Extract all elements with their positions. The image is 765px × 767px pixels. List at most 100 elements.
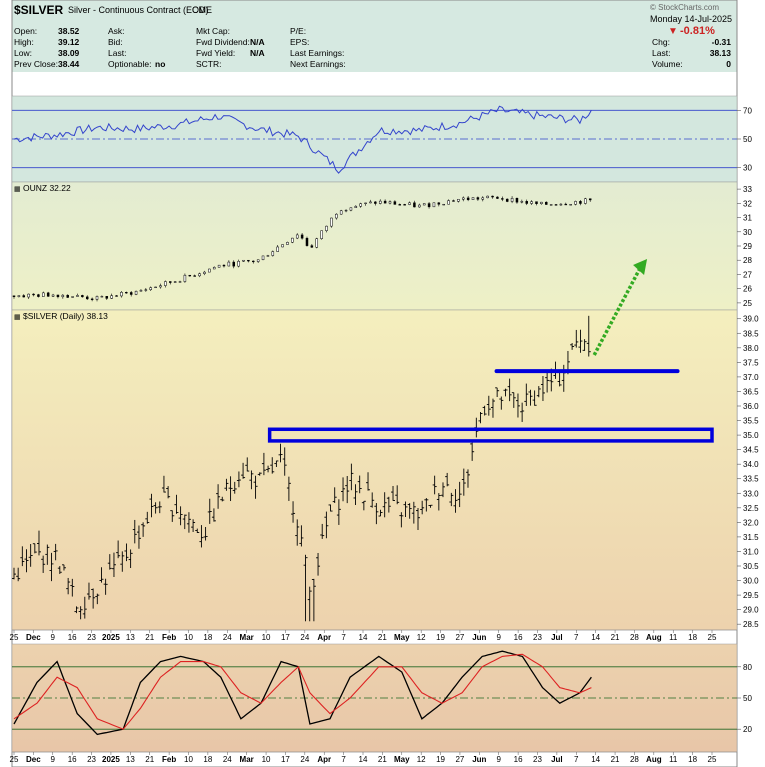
stat-label: Last: xyxy=(108,48,126,58)
ounz-candle xyxy=(22,295,26,298)
ounz-candle xyxy=(476,197,480,200)
stat-value: N/A xyxy=(250,48,265,58)
x-tick-label: 24 xyxy=(223,633,232,642)
x-tick-label: 23 xyxy=(87,755,96,764)
x-tick-label: 25 xyxy=(708,755,717,764)
ounz-candle xyxy=(51,294,55,297)
ounz-candle xyxy=(125,292,128,294)
ounz-candle xyxy=(574,201,577,205)
ounz-candle xyxy=(305,237,309,246)
ounz-candle xyxy=(208,268,211,273)
y-tick-label: 39.0 xyxy=(743,315,759,324)
ounz-candle xyxy=(154,286,157,289)
stat-value: -0.31 xyxy=(712,37,732,47)
ounz-chart: ▦ OUNZ 32.22 33 32 31 30 29 28 27 26 25 xyxy=(12,183,752,308)
stat-value: 38.13 xyxy=(710,48,732,58)
x-tick-label: 21 xyxy=(378,755,387,764)
ounz-candle xyxy=(46,292,50,297)
ounz-candle xyxy=(422,203,426,206)
ounz-candle xyxy=(530,201,533,204)
ounz-candle xyxy=(554,204,558,206)
x-tick-label: 7 xyxy=(341,755,346,764)
ounz-candle xyxy=(76,295,79,297)
ounz-candle xyxy=(242,259,245,262)
y-tick-label: 30 xyxy=(743,228,752,237)
y-tick-label: 80 xyxy=(743,663,752,672)
ounz-candle xyxy=(159,285,162,288)
x-tick-label: 9 xyxy=(51,755,56,764)
ounz-candle xyxy=(515,197,519,203)
ounz-candle xyxy=(139,290,143,292)
ounz-candle xyxy=(100,296,104,298)
x-tick-label: Dec xyxy=(26,755,41,764)
x-tick-label: 16 xyxy=(514,755,523,764)
rsi-line xyxy=(13,105,592,174)
y-tick-label: 50 xyxy=(743,135,752,144)
stoch-k-line xyxy=(13,650,592,736)
ounz-candle xyxy=(369,201,372,204)
ounz-candle xyxy=(452,200,455,202)
ounz-candle xyxy=(408,202,411,205)
stat-label: Volume: xyxy=(652,59,683,69)
ounz-candle xyxy=(271,251,275,256)
x-tick-label: 10 xyxy=(184,633,193,642)
ounz-candle xyxy=(32,293,35,296)
y-tick-label: 31 xyxy=(743,214,752,223)
ounz-candle xyxy=(227,261,231,267)
ounz-candle xyxy=(403,204,406,206)
ounz-candle xyxy=(183,274,187,282)
stat-label: Last: xyxy=(652,48,670,58)
x-tick-label: 14 xyxy=(591,755,600,764)
stat-label: SCTR: xyxy=(196,59,222,69)
x-tick-label: 14 xyxy=(359,755,368,764)
symbol-description: Silver - Continuous Contract (EOD) xyxy=(68,5,209,15)
ounz-candle xyxy=(256,259,260,262)
x-tick-label: 24 xyxy=(300,633,309,642)
ounz-candle xyxy=(418,204,421,208)
x-tick-label: Apr xyxy=(317,755,331,764)
ounz-candle xyxy=(42,292,45,297)
x-tick-label: 24 xyxy=(300,755,309,764)
price-panel xyxy=(11,309,738,631)
ounz-candle xyxy=(90,298,94,300)
watermark: © StockCharts.com xyxy=(650,3,719,12)
x-tick-label: Mar xyxy=(240,755,254,764)
ounz-candle xyxy=(110,295,113,299)
rsi-chart: 70 50 30 xyxy=(12,105,752,174)
x-tick-label: 12 xyxy=(417,755,426,764)
date-label: Monday 14-Jul-2025 xyxy=(650,14,732,24)
y-tick-label: 34.0 xyxy=(743,460,759,469)
y-tick-label: 32.0 xyxy=(743,518,759,527)
price-series-icon: ▦ xyxy=(14,314,21,321)
ounz-title: OUNZ 32.22 xyxy=(23,183,71,193)
ounz-candle xyxy=(203,271,206,274)
y-tick-label: 27 xyxy=(743,270,752,279)
x-tick-label: Dec xyxy=(26,633,41,642)
exchange-label: CME xyxy=(192,5,212,15)
arrow-head-icon xyxy=(633,259,648,275)
ounz-candle xyxy=(222,264,226,267)
ounz-candle xyxy=(295,234,299,239)
ounz-candle xyxy=(535,201,538,204)
ounz-candle xyxy=(501,198,504,200)
x-axis-bottom: 25 Dec 9 16 23 2025 13 21 Feb 10 18 24 Mar 10 17 24 Apr 7… xyxy=(10,751,737,764)
ounz-candle xyxy=(442,203,445,206)
ounz-candle xyxy=(481,197,485,200)
x-tick-label: 7 xyxy=(574,755,579,764)
ounz-candle xyxy=(129,292,133,295)
x-tick-label: 21 xyxy=(611,633,620,642)
ounz-candle xyxy=(432,202,436,208)
ounz-candle xyxy=(261,255,265,260)
x-tick-label: Jul xyxy=(551,633,563,642)
ounz-candle xyxy=(17,295,21,297)
x-tick-label: 23 xyxy=(533,755,542,764)
x-tick-label: 21 xyxy=(378,633,387,642)
y-tick-label: 37.5 xyxy=(743,358,759,367)
stat-label: Optionable: xyxy=(108,59,151,69)
x-tick-label: 18 xyxy=(688,633,697,642)
ounz-candle xyxy=(466,197,470,200)
y-tick-label: 31.0 xyxy=(743,547,759,556)
x-tick-label: 11 xyxy=(669,633,678,642)
symbol-title: $SILVER xyxy=(14,3,63,17)
price-title: $SILVER (Daily) 38.13 xyxy=(23,311,108,321)
